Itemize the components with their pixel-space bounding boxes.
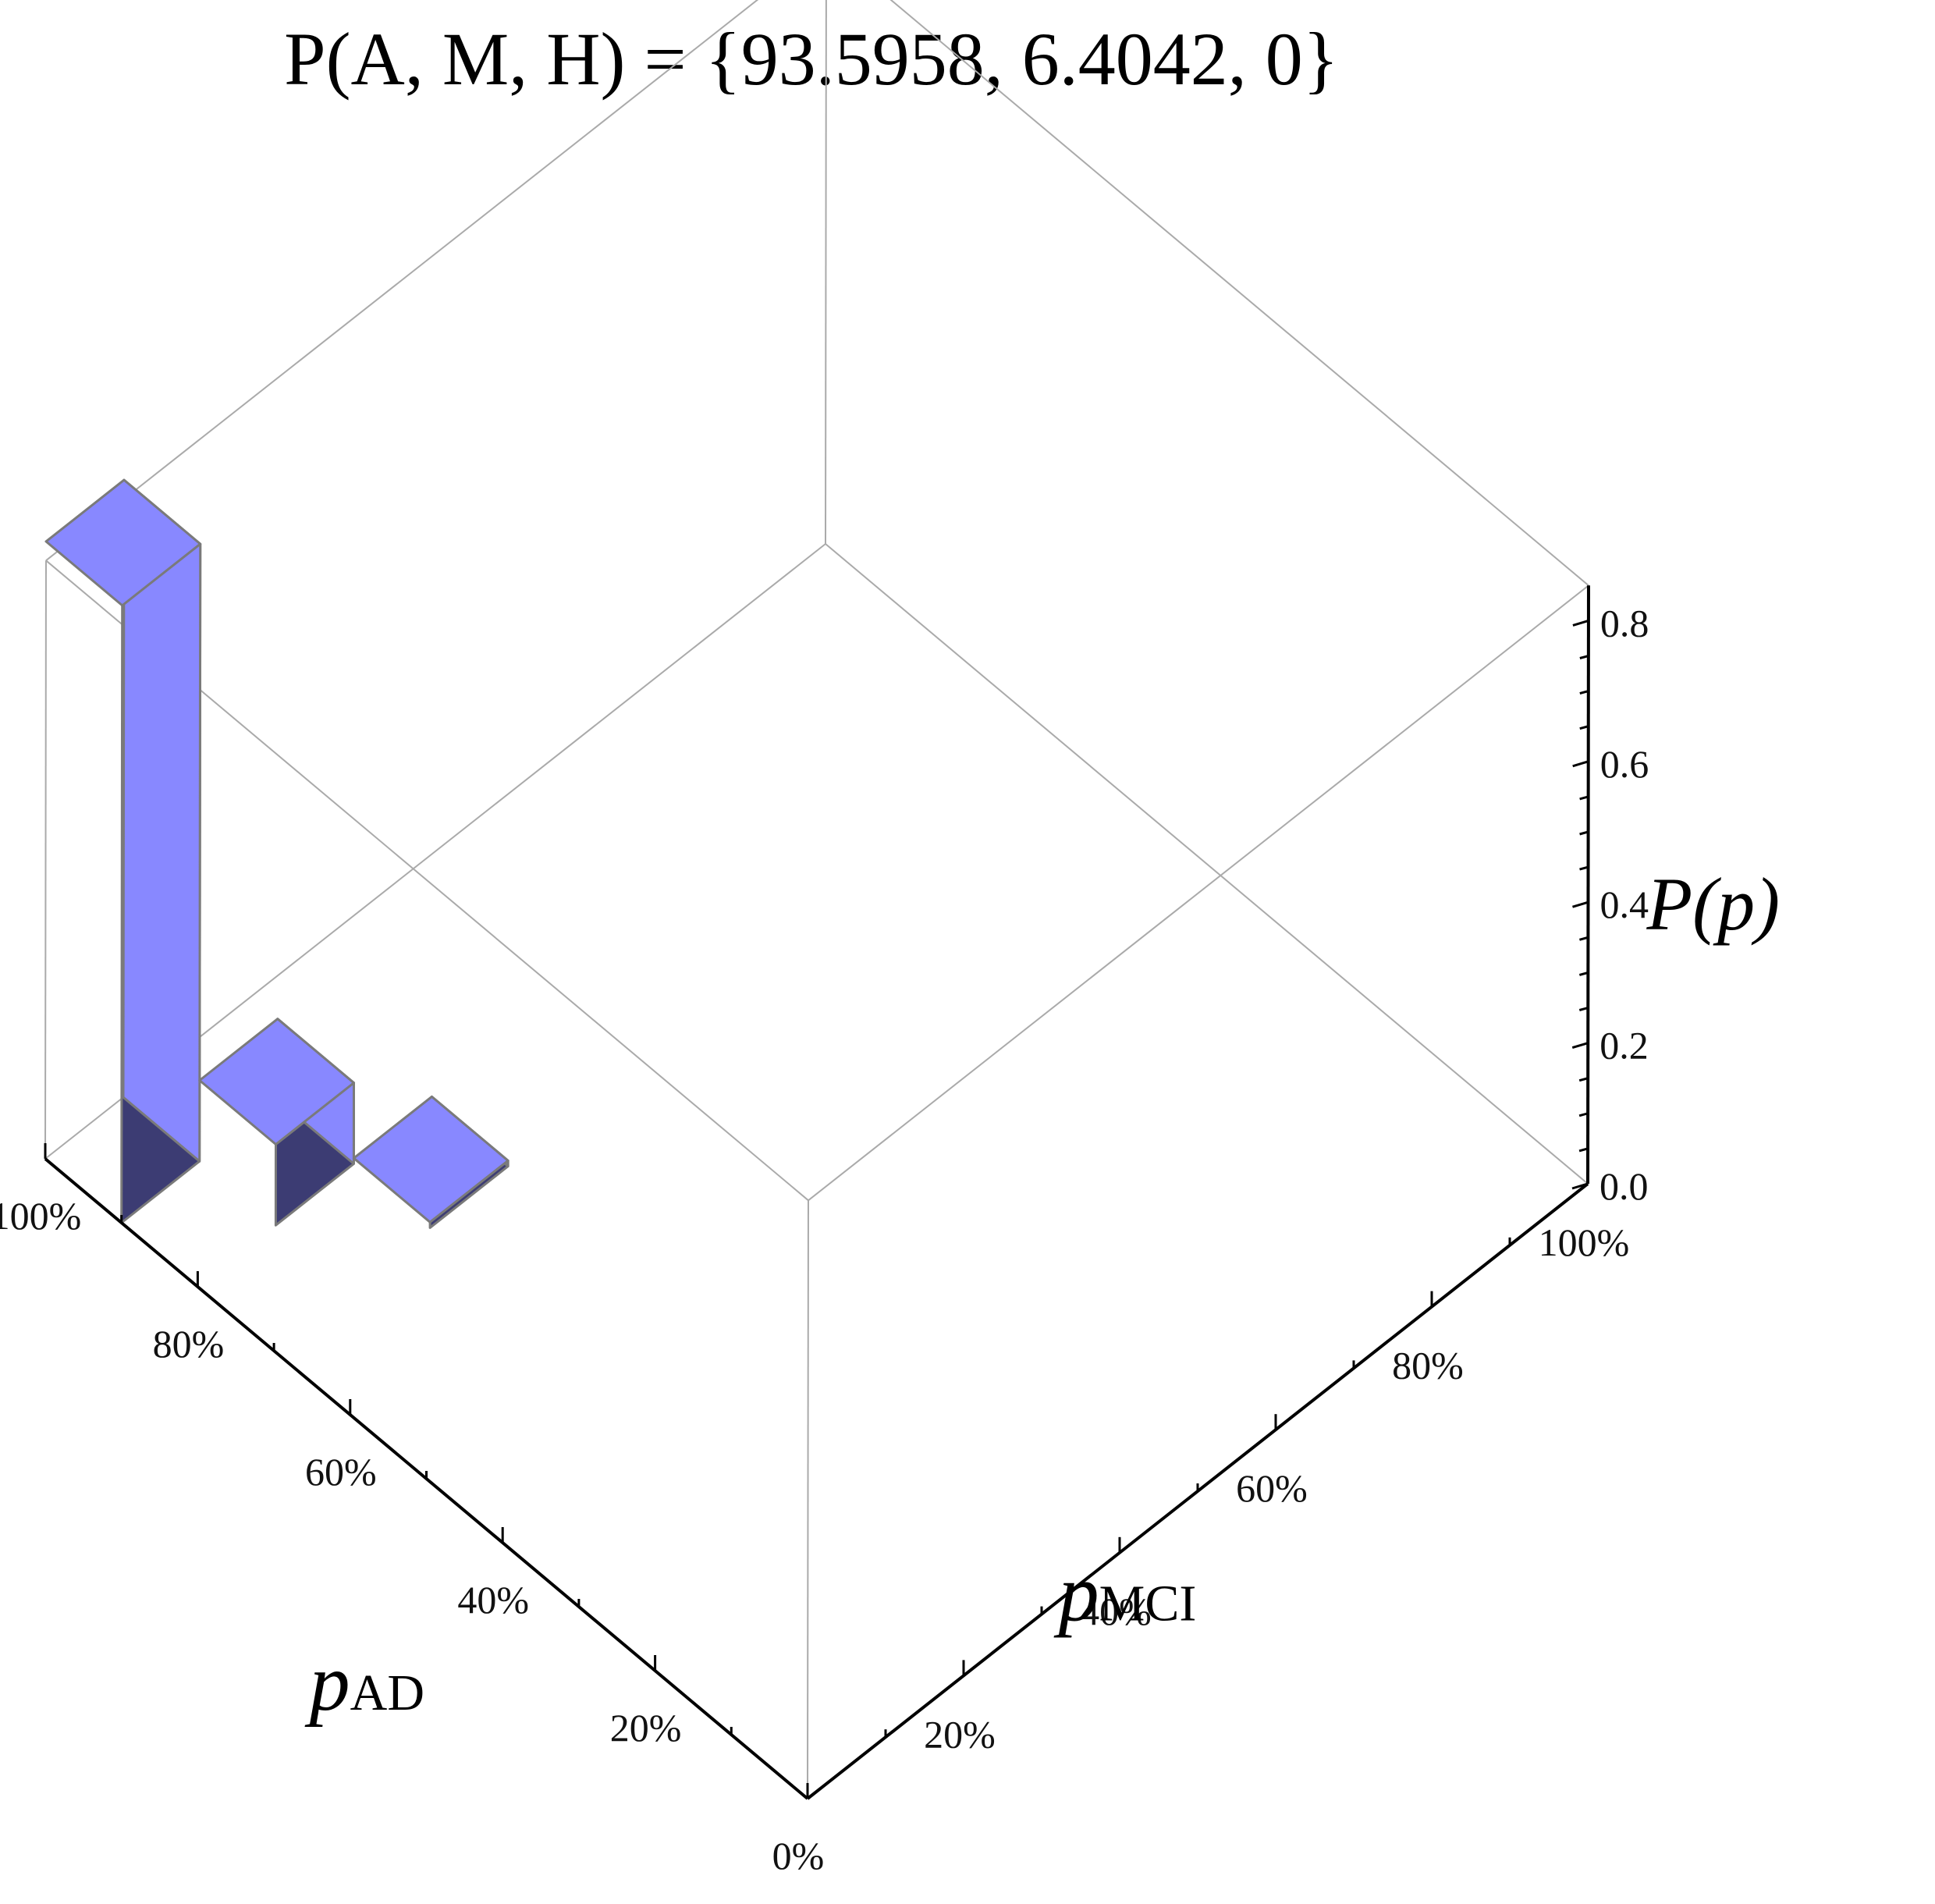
y-axis-title-sub: MCI [1099, 1575, 1197, 1632]
bar-top-face [352, 1095, 509, 1224]
y-axis-title-main: p [1053, 1549, 1099, 1639]
z-axis-tick [1579, 725, 1589, 730]
y-tick-label: 60% [1236, 1466, 1308, 1510]
z-tick-label: 0.4 [1599, 883, 1649, 926]
z-axis-line [1586, 585, 1590, 1185]
bounding-box [44, 0, 1589, 1799]
z-tick-label: 0.0 [1599, 1164, 1649, 1208]
box-edge [808, 584, 1589, 1202]
bar-top-face [44, 478, 202, 607]
x-tick-label: 20% [610, 1706, 682, 1749]
z-tick-label: 0.2 [1599, 1024, 1649, 1067]
z-axis-tick [1571, 1042, 1589, 1050]
x-axis-title: pAD [304, 1638, 424, 1728]
box-edge [825, 0, 827, 545]
y-tick-label: 40% [1080, 1590, 1152, 1633]
z-axis-tick [1579, 936, 1589, 941]
box-edge [44, 560, 47, 1160]
z-axis-tick [1572, 760, 1589, 768]
bar [352, 1095, 509, 1229]
y-axis-title: pMCI [1053, 1549, 1197, 1639]
y-tick-label: 80% [1392, 1344, 1464, 1387]
bar [44, 478, 202, 1224]
z-axis-tick [1579, 865, 1589, 871]
bar [198, 1018, 355, 1227]
z-axis-tick [1578, 1007, 1589, 1011]
z-tick-label: 0.8 [1600, 601, 1649, 645]
z-axis-tick [1572, 619, 1589, 627]
chart-title: P(A, M, H) = {93.5958, 6.4042, 0} [284, 17, 1339, 101]
x-tick-label: 100% [0, 1194, 81, 1238]
y-tick-label: 20% [924, 1712, 996, 1756]
z-axis-tick [1578, 971, 1589, 976]
box-edge [45, 0, 759, 562]
x-axis-title-main: p [304, 1638, 350, 1728]
z-axis-tick [1572, 900, 1589, 908]
x-tick-label: 0% [772, 1834, 825, 1877]
x-tick-label: 40% [457, 1578, 529, 1622]
box-edge [825, 543, 1589, 1185]
z-axis-tick [1578, 1077, 1589, 1082]
z-axis-tick [1578, 1147, 1589, 1153]
bars-group [44, 478, 509, 1229]
y-tick-label: 100% [1539, 1220, 1630, 1264]
x-axis-title-sub: AD [350, 1664, 424, 1721]
z-axis-tick [1579, 690, 1589, 695]
z-axis-tick [1579, 830, 1589, 836]
z-axis-tick [1579, 655, 1589, 659]
z-axis-tick [1578, 1112, 1589, 1117]
z-tick-label: 0.6 [1600, 742, 1649, 786]
z-axis-tick [1571, 1182, 1589, 1190]
x-tick-label: 80% [153, 1322, 225, 1366]
bar-top-face [198, 1018, 355, 1146]
z-axis-title: P(p) [1646, 862, 1780, 946]
z-axis-tick [1579, 795, 1589, 801]
x-tick-label: 60% [305, 1450, 377, 1494]
axes-group: 0% 20% 40% 60% 80% 100% 20% 40% 60% 80% 100% 0.0 0.2… [0, 585, 1780, 1877]
box-edge [889, 0, 1589, 587]
